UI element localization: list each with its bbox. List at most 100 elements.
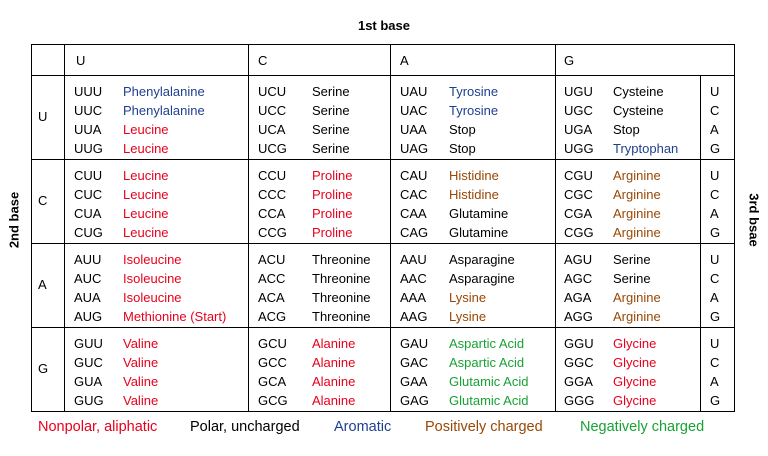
third-base-label: U [710, 336, 720, 351]
grid-line [390, 45, 391, 411]
grid-line [248, 45, 249, 411]
codon: GCG [258, 393, 288, 408]
codon: AUU [74, 252, 102, 267]
codon: GUC [74, 355, 103, 370]
amino-acid: Proline [312, 225, 353, 240]
codon: CAC [400, 187, 428, 202]
amino-acid: Glycine [613, 374, 657, 389]
amino-acid: Tyrosine [449, 103, 499, 118]
codon: UGA [564, 122, 593, 137]
third-base-label: C [710, 187, 720, 202]
codon: AUA [74, 290, 101, 305]
first-base-header: A [400, 53, 409, 68]
amino-acid: Alanine [312, 355, 356, 370]
codon: GGC [564, 355, 594, 370]
amino-acid: Threonine [312, 309, 371, 324]
amino-acid: Arginine [613, 309, 661, 324]
codon: AAC [400, 271, 427, 286]
grid-line [32, 327, 734, 328]
codon: UUG [74, 141, 103, 156]
codon: UGG [564, 141, 594, 156]
legend-item-positive: Positively charged [425, 419, 543, 435]
second-base-axis-label-text: 2nd base [6, 191, 22, 249]
codon: GAC [400, 355, 429, 370]
third-base-label: C [710, 355, 720, 370]
codon: CAA [400, 206, 427, 221]
amino-acid: Tyrosine [449, 84, 499, 99]
first-base-header: C [258, 53, 268, 68]
third-base-label: C [710, 271, 720, 286]
amino-acid: Isoleucine [123, 252, 182, 267]
amino-acid: Alanine [312, 393, 356, 408]
legend-item-aromatic: Aromatic [334, 419, 392, 435]
codon: GCA [258, 374, 287, 389]
third-base-label: A [710, 374, 719, 389]
amino-acid: Glycine [613, 355, 657, 370]
grid-line [32, 243, 734, 244]
codon: CGC [564, 187, 593, 202]
amino-acid: Arginine [613, 168, 661, 183]
codon: GUG [74, 393, 104, 408]
first-base-axis-label: 1st base [357, 18, 411, 33]
third-base-label: G [710, 141, 721, 156]
amino-acid: Leucine [123, 187, 169, 202]
legend-item-negative: Negatively charged [580, 419, 705, 435]
amino-acid: Asparagine [449, 271, 515, 286]
amino-acid: Lysine [449, 290, 487, 305]
codon: ACC [258, 271, 286, 286]
codon: ACA [258, 290, 285, 305]
codon: CGG [564, 225, 594, 240]
third-base-axis-label: 3rd bsae [744, 193, 764, 246]
second-base-label: C [38, 193, 48, 208]
amino-acid: Serine [613, 252, 651, 267]
codon: AAG [400, 309, 428, 324]
codon: CUU [74, 168, 103, 183]
amino-acid: Aspartic Acid [449, 355, 525, 370]
second-base-label: U [38, 109, 48, 124]
amino-acid: Histidine [449, 168, 499, 183]
third-base-label: U [710, 84, 720, 99]
codon-table: U C A G U UUU Phenylalanine UUC Phenylalanine UUA… [31, 44, 735, 412]
amino-acid: Arginine [613, 187, 661, 202]
amino-acid: Methionine (Start) [123, 309, 227, 324]
codon: CUA [74, 206, 102, 221]
codon: UCU [258, 84, 287, 99]
legend-item-polar: Polar, uncharged [190, 419, 300, 435]
codon: GAG [400, 393, 429, 408]
amino-acid: Leucine [123, 225, 169, 240]
amino-acid: Glutamine [449, 206, 509, 221]
amino-acid: Serine [312, 141, 350, 156]
codon: UCG [258, 141, 287, 156]
amino-acid: Glutamic Acid [449, 374, 529, 389]
codon: GAA [400, 374, 428, 389]
third-base-label: G [710, 225, 721, 240]
amino-acid: Arginine [613, 206, 661, 221]
amino-acid: Phenylalanine [123, 103, 205, 118]
amino-acid: Serine [312, 103, 350, 118]
codon: AAU [400, 252, 427, 267]
grid-line [555, 45, 556, 411]
first-base-header: U [76, 53, 86, 68]
second-base-label: G [38, 361, 49, 376]
codon: UUA [74, 122, 102, 137]
grid-line [32, 159, 734, 160]
second-base-axis-label: 2nd base [4, 192, 24, 248]
grid-line [700, 75, 701, 411]
codon: GCC [258, 355, 287, 370]
codon: UGU [564, 84, 593, 99]
codon: CGA [564, 206, 593, 221]
codon: UUC [74, 103, 103, 118]
amino-acid: Aspartic Acid [449, 336, 525, 351]
third-base-label: A [710, 206, 719, 221]
third-base-label: G [710, 309, 721, 324]
amino-acid: Leucine [123, 168, 169, 183]
amino-acid: Glutamic Acid [449, 393, 529, 408]
codon: AUC [74, 271, 102, 286]
amino-acid: Threonine [312, 290, 371, 305]
codon: GGG [564, 393, 595, 408]
amino-acid: Arginine [613, 290, 661, 305]
codon: CUG [74, 225, 103, 240]
amino-acid: Cysteine [613, 84, 664, 99]
codon: UAG [400, 141, 429, 156]
amino-acid: Stop [613, 122, 640, 137]
